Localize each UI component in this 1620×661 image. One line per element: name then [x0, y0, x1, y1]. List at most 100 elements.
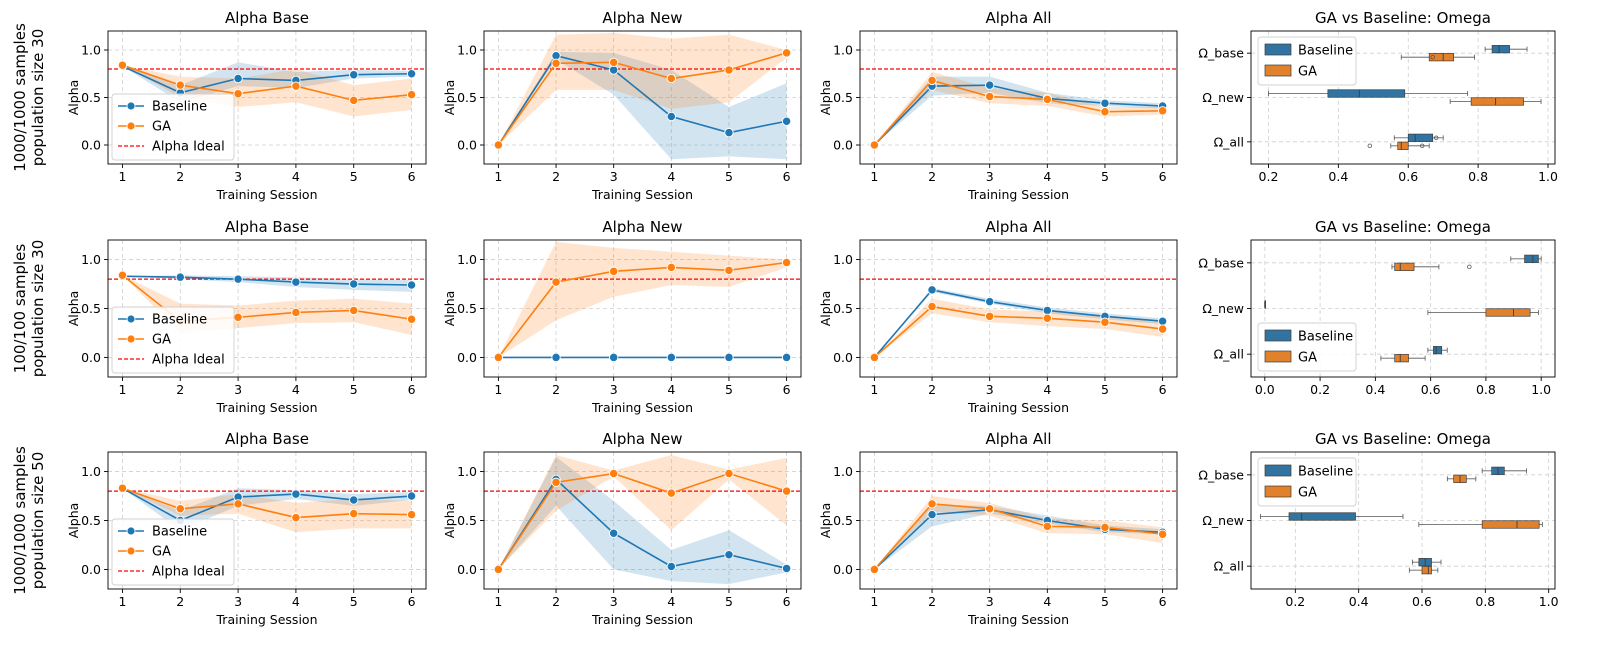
- data-point-ga: [1042, 521, 1052, 532]
- y-tick-label: 1.0: [457, 43, 477, 58]
- x-tick-label: 6: [408, 382, 416, 397]
- x-tick-label: 1.0: [1531, 382, 1551, 397]
- row-label-line: population size 30: [29, 240, 47, 378]
- data-point-baseline: [406, 69, 417, 79]
- box-baseline: [1260, 512, 1404, 521]
- y-axis-label: Alpha: [442, 291, 457, 327]
- data-point-ga: [406, 90, 417, 100]
- data-point-baseline: [233, 274, 243, 284]
- x-tick-label: 4: [667, 594, 675, 609]
- data-point-baseline: [724, 352, 734, 363]
- data-point-ga: [609, 468, 619, 479]
- subplot-title: Alpha New: [602, 430, 682, 448]
- data-point-ga: [609, 266, 619, 276]
- data-point-baseline: [551, 352, 561, 363]
- x-tick-label: 0.6: [1412, 594, 1432, 609]
- row-label-line: population size 50: [29, 452, 47, 590]
- box-flier: [1433, 135, 1439, 141]
- data-point-ga: [493, 564, 504, 575]
- data-point-baseline: [781, 352, 792, 363]
- data-point-ga: [117, 483, 128, 493]
- x-tick-label: 4: [1043, 594, 1051, 609]
- data-point-baseline: [985, 296, 995, 307]
- series-line-ga: [873, 503, 1163, 570]
- legend-label-baseline: Baseline: [1298, 330, 1353, 345]
- box-flier: [1430, 54, 1435, 60]
- x-tick-label: 5: [350, 594, 358, 609]
- x-tick-label: 2: [176, 169, 184, 184]
- y-tick-label: Ω_new: [1202, 90, 1244, 105]
- subplot-2-3: 0.2 0.4 0.6 0.8 1.0 Ω_base Ω_new Ω_all GA vs Bas…: [1198, 430, 1558, 609]
- subplot-title: Alpha All: [985, 218, 1051, 236]
- band-ga: [874, 71, 1163, 145]
- x-tick-label: 5: [725, 169, 733, 184]
- data-point-ga: [291, 307, 301, 318]
- x-tick-label: 3: [234, 382, 242, 397]
- x-tick-label: 2: [928, 382, 936, 397]
- box-iqr: [1524, 254, 1539, 263]
- data-point-ga: [869, 564, 880, 575]
- data-point-baseline: [349, 279, 359, 289]
- series-line-ga: [497, 261, 787, 358]
- y-tick-label: 0.5: [457, 90, 477, 105]
- legend-label-alpha-ideal: Alpha Ideal: [152, 565, 225, 580]
- box-ga: [1408, 566, 1439, 575]
- series-line-baseline: [122, 487, 412, 522]
- x-tick-label: 6: [408, 594, 416, 609]
- band-ga: [498, 454, 787, 570]
- y-tick-label: 1.0: [457, 464, 477, 479]
- legend: Baseline GA Alpha Ideal: [111, 306, 235, 374]
- subplot-2-0: 1 2 3 4 5 6 0.0 0.5 1.0 Alpha Base Training Sessio…: [66, 430, 427, 627]
- data-point-baseline: [666, 111, 676, 122]
- box-iqr: [1394, 262, 1415, 271]
- data-point-baseline: [985, 80, 995, 90]
- data-point-ga: [1100, 317, 1110, 327]
- data-point-ga: [869, 352, 880, 363]
- y-tick-label: Ω_base: [1198, 467, 1244, 482]
- x-axis-label: Training Session: [591, 187, 693, 202]
- x-tick-label: 2: [176, 382, 184, 397]
- data-point-ga: [175, 80, 185, 90]
- x-tick-label: 4: [1043, 382, 1051, 397]
- row-label-line: 1000/1000 samples: [11, 446, 29, 595]
- box-iqr: [1397, 141, 1409, 150]
- series-line-baseline: [873, 84, 1163, 146]
- box-ga: [1400, 53, 1476, 62]
- x-tick-label: 0.4: [1365, 382, 1385, 397]
- data-point-ga: [117, 270, 128, 280]
- x-tick-label: 2: [928, 169, 936, 184]
- y-tick-label: 0.5: [81, 301, 101, 316]
- legend: Baseline GA: [1257, 457, 1357, 507]
- x-tick-label: 1.0: [1539, 594, 1559, 609]
- legend-box: [111, 93, 235, 161]
- x-tick-label: 0.8: [1476, 382, 1496, 397]
- subplot-title: Alpha New: [602, 9, 682, 27]
- x-tick-label: 1: [494, 594, 502, 609]
- band-ga: [498, 32, 787, 145]
- x-tick-label: 6: [1159, 594, 1167, 609]
- subplot-title: Alpha All: [985, 9, 1051, 27]
- row-label-line: 100/100 samples: [11, 244, 29, 374]
- legend-swatch-baseline: [1264, 43, 1292, 56]
- y-tick-label: Ω_base: [1198, 255, 1244, 270]
- x-tick-label: 6: [783, 594, 791, 609]
- data-point-baseline: [609, 528, 619, 538]
- legend-label-baseline: Baseline: [152, 313, 207, 328]
- box-ga: [1449, 97, 1542, 106]
- data-point-baseline: [551, 51, 561, 61]
- x-axis-label: Training Session: [967, 187, 1069, 202]
- legend-marker-baseline: [126, 526, 136, 536]
- box-ga: [1427, 308, 1539, 317]
- subplot-title: Alpha Base: [225, 430, 309, 448]
- x-tick-label: 4: [667, 169, 675, 184]
- data-point-ga: [1157, 529, 1168, 539]
- data-point-baseline: [1100, 98, 1110, 108]
- legend-marker-ga: [126, 546, 136, 556]
- legend-label-ga: GA: [1298, 65, 1317, 80]
- band-baseline: [498, 456, 787, 585]
- series-line-baseline: [873, 508, 1163, 571]
- data-point-ga: [349, 95, 359, 106]
- data-point-baseline: [927, 509, 937, 520]
- box-baseline: [1481, 466, 1527, 475]
- data-point-baseline: [927, 285, 937, 295]
